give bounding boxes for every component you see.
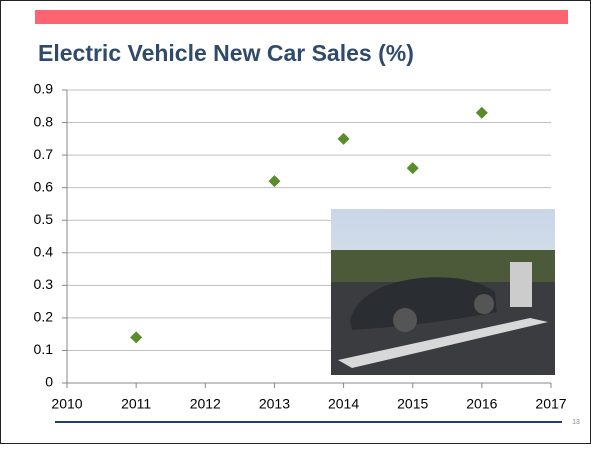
x-tick-label: 2010 <box>51 396 82 412</box>
y-tick-label: 0.9 <box>34 81 54 97</box>
y-tick-label: 0.5 <box>34 211 54 227</box>
header-bar <box>35 10 568 24</box>
y-tick-label: 0 <box>45 374 53 390</box>
photo-wheel <box>474 294 494 314</box>
x-tick-label: 2017 <box>535 396 566 412</box>
x-tick-label: 2016 <box>466 396 497 412</box>
y-tick-label: 0.2 <box>34 309 54 325</box>
y-tick-label: 0.7 <box>34 146 54 162</box>
y-tick-label: 0.3 <box>34 276 54 292</box>
slide-number: 13 <box>572 419 580 426</box>
slide: Electric Vehicle New Car Sales (%) 13 0 0… <box>0 0 591 444</box>
photo-charger <box>510 262 532 307</box>
y-tick-label: 0.6 <box>34 178 54 194</box>
x-tick-label: 2011 <box>121 396 151 412</box>
x-tick-label: 2014 <box>328 396 359 412</box>
photo <box>331 209 555 375</box>
x-tick-label: 2013 <box>259 396 290 412</box>
x-tick-label: 2015 <box>397 396 428 412</box>
y-tick-label: 0.1 <box>34 341 54 357</box>
photo-wheel <box>393 308 417 332</box>
x-tick-label: 2012 <box>190 396 221 412</box>
chart-title: Electric Vehicle New Car Sales (%) <box>38 40 414 66</box>
y-tick-label: 0.8 <box>34 113 54 129</box>
y-tick-label: 0.4 <box>34 243 54 259</box>
